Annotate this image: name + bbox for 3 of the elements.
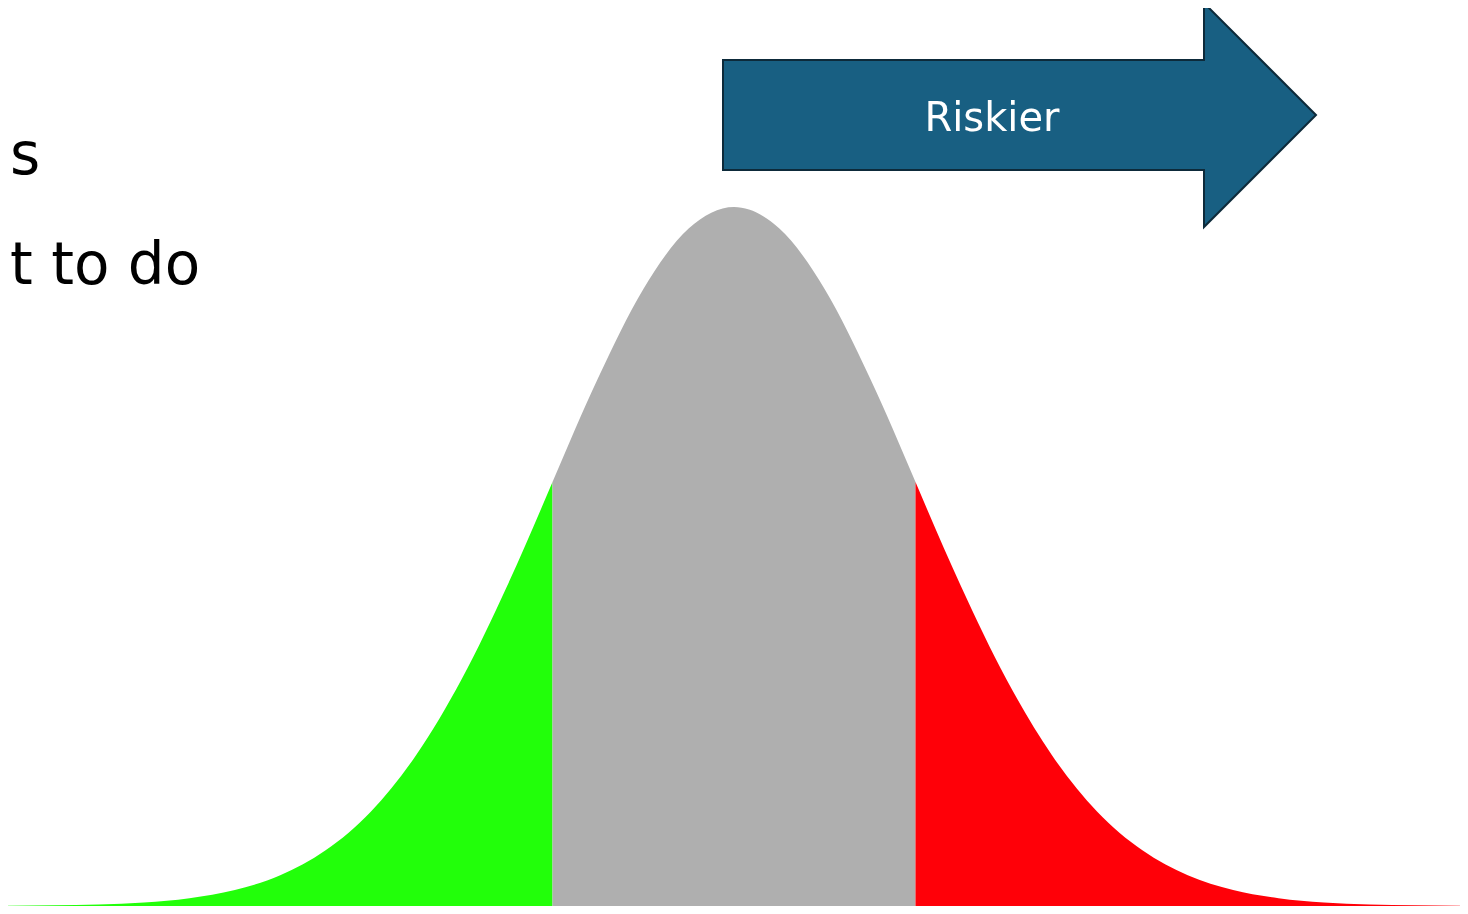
text: s <box>10 120 41 188</box>
annotation: t to do <box>10 230 201 298</box>
text: Riskier <box>923 94 1061 140</box>
